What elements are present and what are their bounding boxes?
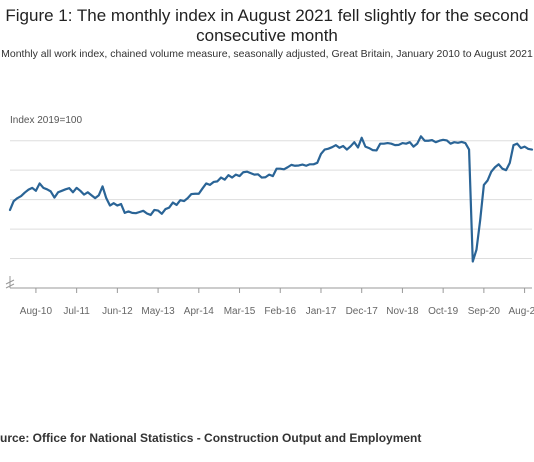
x-tick-label: Jun-12	[102, 306, 133, 317]
x-tick-label: Oct-19	[428, 306, 458, 317]
x-tick-label: Nov-18	[386, 306, 419, 317]
chart-subtitle: Monthly all work index, chained volume m…	[1, 48, 533, 60]
axis-break-mark	[5, 279, 15, 289]
x-tick-label: Mar-15	[224, 306, 256, 317]
x-tick-label: Feb-16	[264, 306, 296, 317]
x-tick-label: Aug-21	[508, 306, 534, 317]
x-tick-label: Sep-20	[468, 306, 501, 317]
series-line	[8, 135, 534, 263]
source-note: urce: Office for National Statistics - C…	[0, 431, 422, 445]
x-tick-label: Jan-17	[306, 306, 337, 317]
x-tick-label: Apr-14	[184, 306, 214, 317]
x-tick-label: May-13	[141, 306, 175, 317]
x-axis	[5, 276, 532, 289]
y-axis-label: Index 2019=100	[10, 115, 83, 126]
x-tick-label: Jul-11	[63, 306, 90, 317]
x-tick-label: Aug-10	[20, 306, 53, 317]
series-layer	[8, 135, 534, 263]
grid-lines	[10, 140, 532, 260]
chart-title: Figure 1: The monthly index in August 20…	[5, 6, 529, 45]
x-tick-labels: Aug-10 Jul-11 Jun-12 May-13 Apr-14 Mar-15 Feb-…	[20, 288, 534, 317]
x-tick-label: Dec-17	[346, 306, 379, 317]
